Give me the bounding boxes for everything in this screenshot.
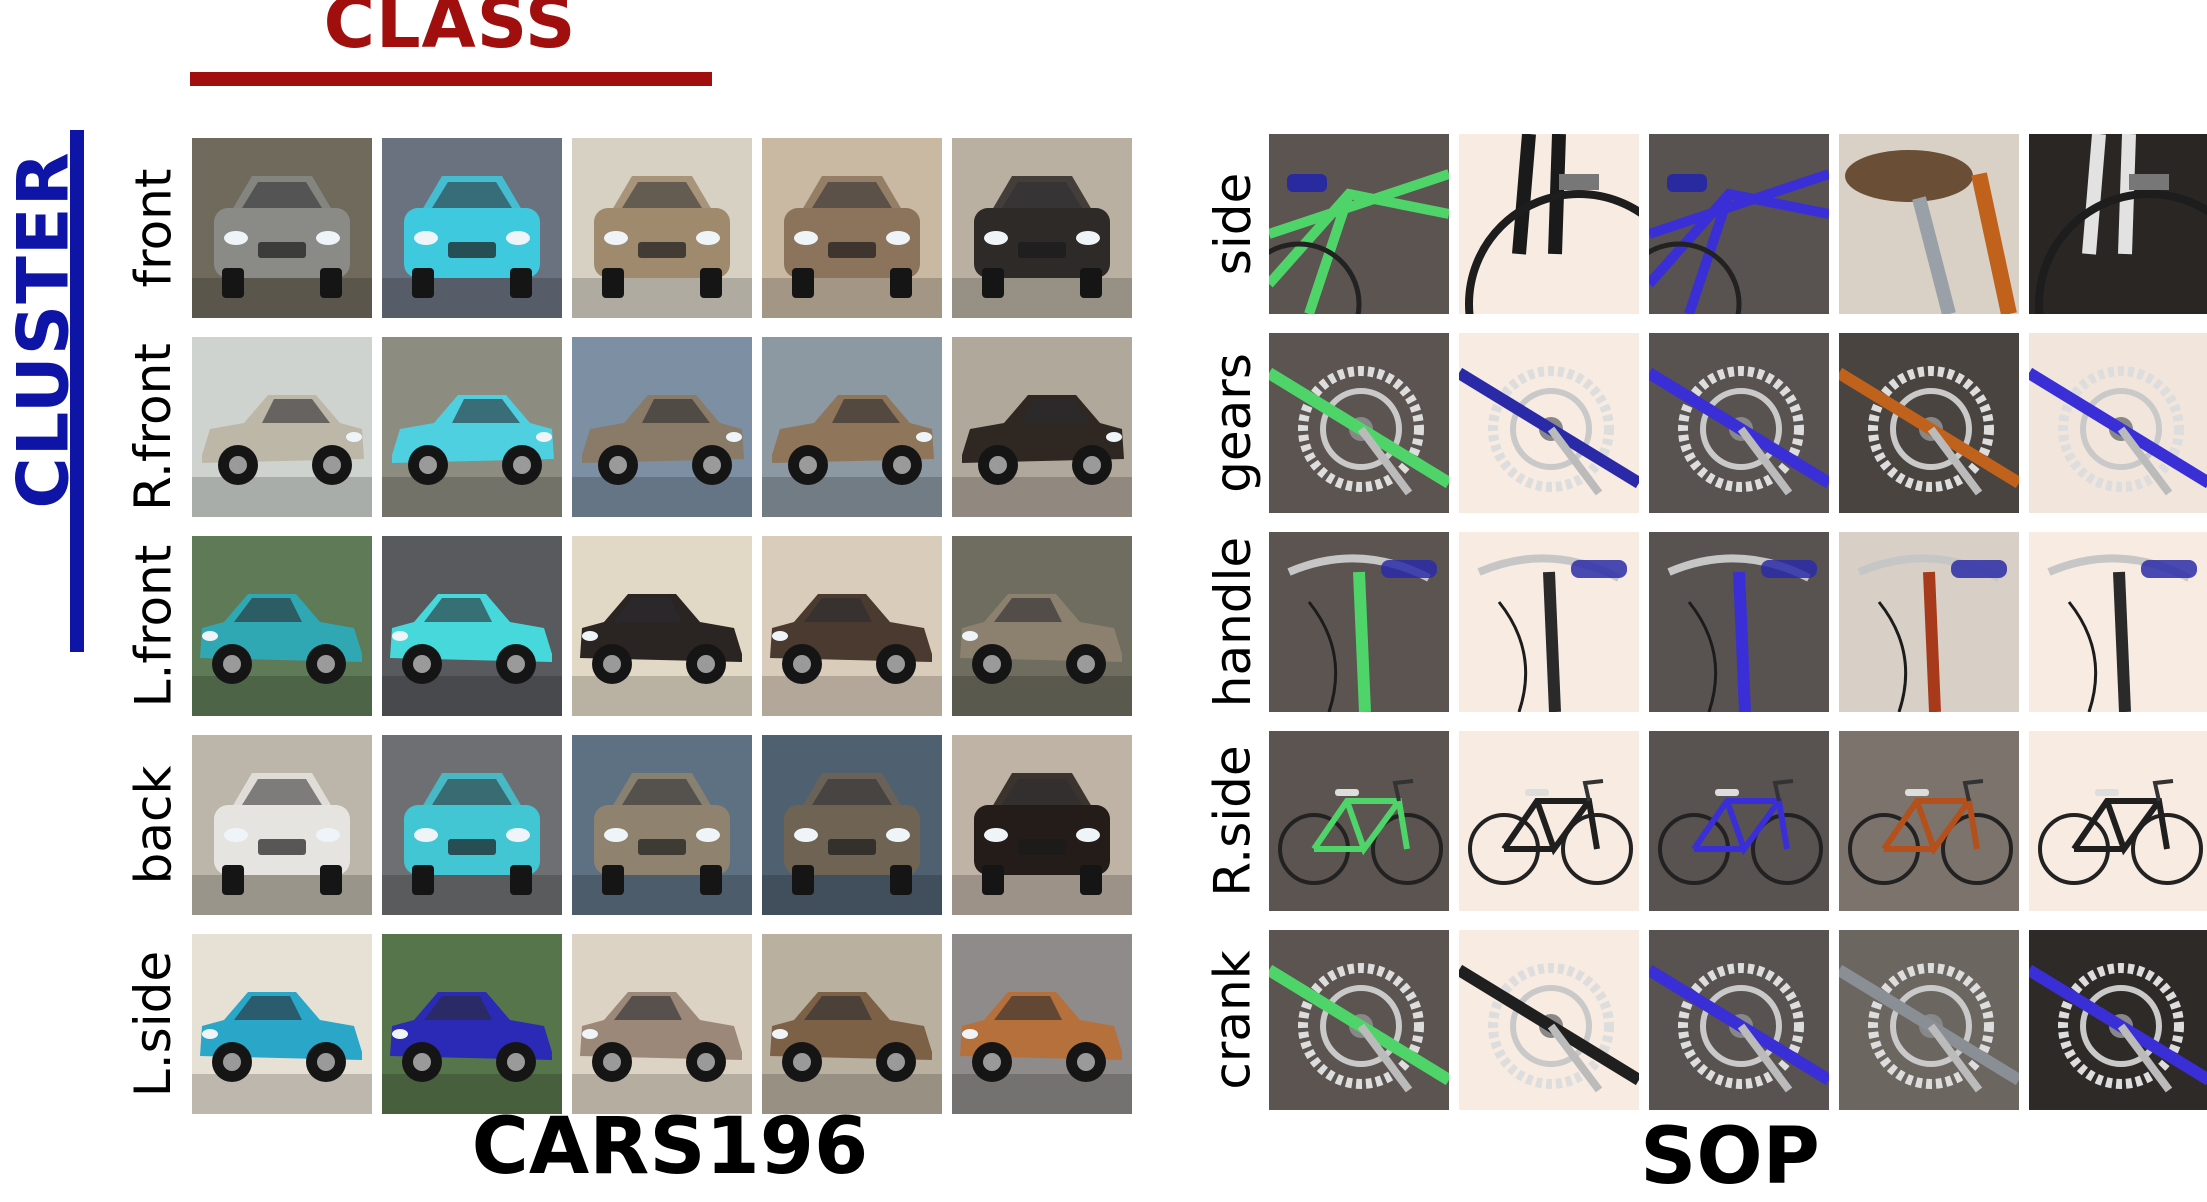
car-thumbnail [952,934,1132,1114]
car-thumbnail [762,138,942,318]
bike-thumbnail [1649,134,1829,314]
row-label-text: back [124,765,183,885]
bike-thumbnail [1269,532,1449,712]
row-label-text: gears [1204,353,1262,493]
car-thumbnail [382,934,562,1114]
row-label: side [1198,134,1268,314]
car-thumbnail [572,735,752,915]
car-thumbnail [382,536,562,716]
row-label-text: L.side [124,950,183,1098]
car-thumbnail [762,536,942,716]
row-label-text: L.front [124,544,183,708]
bike-thumbnail [1459,532,1639,712]
row-label-text: R.front [124,343,182,511]
cluster-row: L.side [118,934,1132,1114]
car-thumbnail [382,337,562,517]
bike-thumbnail [2029,532,2207,712]
bike-thumbnail [1459,134,1639,314]
car-thumbnail [952,735,1132,915]
cluster-row: front [118,138,1132,318]
cars196-title: CARS196 [471,1102,869,1192]
bike-thumbnail [1269,731,1449,911]
cluster-rule [70,130,84,652]
row-label: back [118,735,188,915]
sop-panel: side gears [1200,134,2207,1110]
bike-thumbnail [1459,930,1639,1110]
bike-thumbnail [2029,930,2207,1110]
car-thumbnail [952,536,1132,716]
car-thumbnail [572,337,752,517]
row-label-text: handle [1204,536,1263,708]
bike-thumbnail [1649,930,1829,1110]
car-thumbnail [762,337,942,517]
row-label-text: R.side [1204,745,1263,897]
cluster-row: R.front [118,337,1132,517]
row-label: R.side [1198,731,1268,911]
bike-thumbnail [1839,532,2019,712]
bike-thumbnail [1839,731,2019,911]
cluster-row: gears [1200,333,2207,513]
car-thumbnail [762,934,942,1114]
bike-thumbnail [2029,731,2207,911]
car-thumbnail [572,536,752,716]
bike-thumbnail [1649,333,1829,513]
row-label: L.front [118,536,188,716]
car-thumbnail [572,934,752,1114]
row-label: crank [1198,930,1268,1110]
cluster-row: back [118,735,1132,915]
bike-thumbnail [1459,333,1639,513]
cars196-panel: front [118,138,1132,1114]
row-label-text: side [1204,172,1263,276]
row-label: handle [1198,532,1268,712]
car-thumbnail [192,934,372,1114]
cluster-row: side [1200,134,2207,314]
car-thumbnail [382,138,562,318]
bike-thumbnail [1269,333,1449,513]
car-thumbnail [192,536,372,716]
car-thumbnail [572,138,752,318]
row-label: R.front [118,337,188,517]
bike-thumbnail [1269,134,1449,314]
bike-thumbnail [1649,532,1829,712]
row-label: L.side [118,934,188,1114]
bike-thumbnail [2029,134,2207,314]
car-thumbnail [192,337,372,517]
car-thumbnail [382,735,562,915]
cluster-row: crank [1200,930,2207,1110]
class-header: CLASS [323,0,577,64]
row-label: gears [1198,333,1268,513]
row-label: front [118,138,188,318]
bike-thumbnail [1269,930,1449,1110]
row-label-text: front [124,168,183,288]
row-label-text: crank [1204,950,1262,1090]
bike-thumbnail [1459,731,1639,911]
cluster-row: L.front [118,536,1132,716]
bike-thumbnail [2029,333,2207,513]
bike-thumbnail [1839,930,2019,1110]
sop-title: SOP [1640,1112,1820,1202]
cluster-row: R.side [1200,731,2207,911]
bike-thumbnail [1649,731,1829,911]
class-rule [190,72,712,86]
car-thumbnail [192,735,372,915]
bike-thumbnail [1839,134,2019,314]
car-thumbnail [192,138,372,318]
car-thumbnail [952,138,1132,318]
bike-thumbnail [1839,333,2019,513]
cluster-row: handle [1200,532,2207,712]
car-thumbnail [762,735,942,915]
car-thumbnail [952,337,1132,517]
